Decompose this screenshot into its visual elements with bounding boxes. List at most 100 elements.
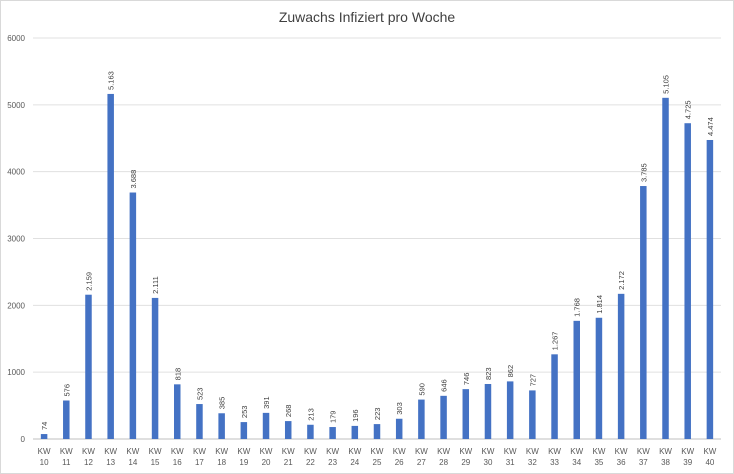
x-tick-label: 36 bbox=[617, 458, 626, 467]
bar bbox=[85, 294, 92, 439]
bar bbox=[640, 186, 647, 439]
bar bbox=[174, 384, 181, 439]
data-label: 4.725 bbox=[684, 100, 693, 119]
bar bbox=[107, 93, 114, 439]
x-tick-label: 28 bbox=[439, 458, 448, 467]
x-tick-label: 14 bbox=[128, 458, 137, 467]
data-label: 5.105 bbox=[662, 75, 671, 94]
x-tick-label: KW bbox=[193, 447, 206, 456]
x-tick-label: 22 bbox=[306, 458, 315, 467]
bar bbox=[551, 354, 558, 439]
x-tick-label: KW bbox=[681, 447, 694, 456]
x-tick-label: 39 bbox=[683, 458, 692, 467]
bar bbox=[418, 399, 425, 439]
bar bbox=[129, 192, 137, 439]
data-label: 1.768 bbox=[573, 298, 582, 317]
x-tick-label: 24 bbox=[350, 458, 359, 467]
y-tick-label: 1000 bbox=[7, 368, 25, 377]
x-tick-label: 29 bbox=[461, 458, 470, 467]
data-label: 646 bbox=[440, 379, 449, 392]
x-tick-label: KW bbox=[82, 447, 95, 456]
bar bbox=[151, 297, 159, 439]
x-tick-label: KW bbox=[615, 447, 628, 456]
data-label: 818 bbox=[173, 368, 182, 381]
x-tick-label: 32 bbox=[528, 458, 537, 467]
x-tick-label: 11 bbox=[62, 458, 71, 467]
x-tick-label: KW bbox=[371, 447, 384, 456]
data-label: 862 bbox=[506, 365, 515, 378]
data-label: 179 bbox=[329, 411, 338, 424]
x-tick-label: 15 bbox=[151, 458, 160, 467]
x-tick-label: 12 bbox=[84, 458, 93, 467]
bar bbox=[684, 123, 691, 440]
x-tick-label: KW bbox=[393, 447, 406, 456]
data-label: 727 bbox=[528, 374, 537, 387]
data-label: 74 bbox=[40, 422, 49, 430]
data-label: 196 bbox=[351, 409, 360, 422]
x-tick-label: KW bbox=[171, 447, 184, 456]
x-tick-label: KW bbox=[282, 447, 295, 456]
x-tick-label: KW bbox=[304, 447, 317, 456]
y-tick-label: 0 bbox=[21, 435, 26, 444]
bar bbox=[440, 395, 447, 439]
x-tick-label: KW bbox=[104, 447, 117, 456]
x-tick-label: 37 bbox=[639, 458, 648, 467]
x-tick-label: KW bbox=[415, 447, 428, 456]
x-tick-label: KW bbox=[326, 447, 339, 456]
bar bbox=[63, 400, 70, 439]
data-label: 1.814 bbox=[595, 295, 604, 314]
x-tick-label: 10 bbox=[40, 458, 49, 467]
x-tick-label: 25 bbox=[373, 458, 382, 467]
data-label: 4.474 bbox=[706, 117, 715, 136]
x-tick-label: 26 bbox=[395, 458, 404, 467]
bar bbox=[617, 293, 625, 439]
bar bbox=[262, 412, 270, 439]
data-label: 2.172 bbox=[617, 271, 626, 290]
bar bbox=[240, 422, 248, 439]
bar bbox=[462, 389, 470, 439]
x-tick-label: KW bbox=[437, 447, 450, 456]
x-tick-label: KW bbox=[348, 447, 361, 456]
data-label: 2.159 bbox=[84, 272, 93, 291]
x-tick-label: KW bbox=[237, 447, 250, 456]
x-tick-label: KW bbox=[548, 447, 561, 456]
data-label: 391 bbox=[262, 396, 271, 409]
data-label: 3.688 bbox=[129, 170, 138, 189]
data-label: 223 bbox=[373, 408, 382, 421]
data-label: 213 bbox=[306, 408, 315, 421]
y-tick-label: 2000 bbox=[7, 301, 25, 310]
x-tick-label: KW bbox=[526, 447, 539, 456]
x-tick-label: KW bbox=[38, 447, 51, 456]
x-tick-label: KW bbox=[126, 447, 139, 456]
x-tick-label: 23 bbox=[328, 458, 337, 467]
x-tick-label: 19 bbox=[239, 458, 248, 467]
x-tick-label: 30 bbox=[484, 458, 493, 467]
x-tick-label: KW bbox=[260, 447, 273, 456]
x-tick-label: 13 bbox=[106, 458, 115, 467]
data-label: 1.267 bbox=[551, 332, 560, 351]
data-label: 576 bbox=[62, 384, 71, 397]
x-tick-label: KW bbox=[592, 447, 605, 456]
bar bbox=[484, 383, 492, 439]
bar bbox=[573, 320, 580, 439]
y-tick-label: 5000 bbox=[7, 101, 25, 110]
x-tick-label: KW bbox=[459, 447, 472, 456]
bar bbox=[373, 424, 381, 439]
x-tick-label: 38 bbox=[661, 458, 670, 467]
y-tick-label: 3000 bbox=[7, 235, 25, 244]
x-tick-label: KW bbox=[504, 447, 517, 456]
data-label: 2.111 bbox=[151, 276, 160, 294]
x-tick-label: 18 bbox=[217, 458, 226, 467]
x-tick-label: KW bbox=[703, 447, 716, 456]
x-tick-label: KW bbox=[482, 447, 495, 456]
x-tick-label: 17 bbox=[195, 458, 204, 467]
bar bbox=[284, 421, 292, 439]
x-tick-label: 21 bbox=[284, 458, 293, 467]
x-tick-label: KW bbox=[659, 447, 672, 456]
x-tick-label: 16 bbox=[173, 458, 182, 467]
y-tick-label: 4000 bbox=[7, 168, 25, 177]
bar bbox=[329, 427, 336, 439]
x-tick-label: KW bbox=[215, 447, 228, 456]
data-label: 746 bbox=[462, 373, 471, 386]
bar bbox=[662, 97, 669, 440]
